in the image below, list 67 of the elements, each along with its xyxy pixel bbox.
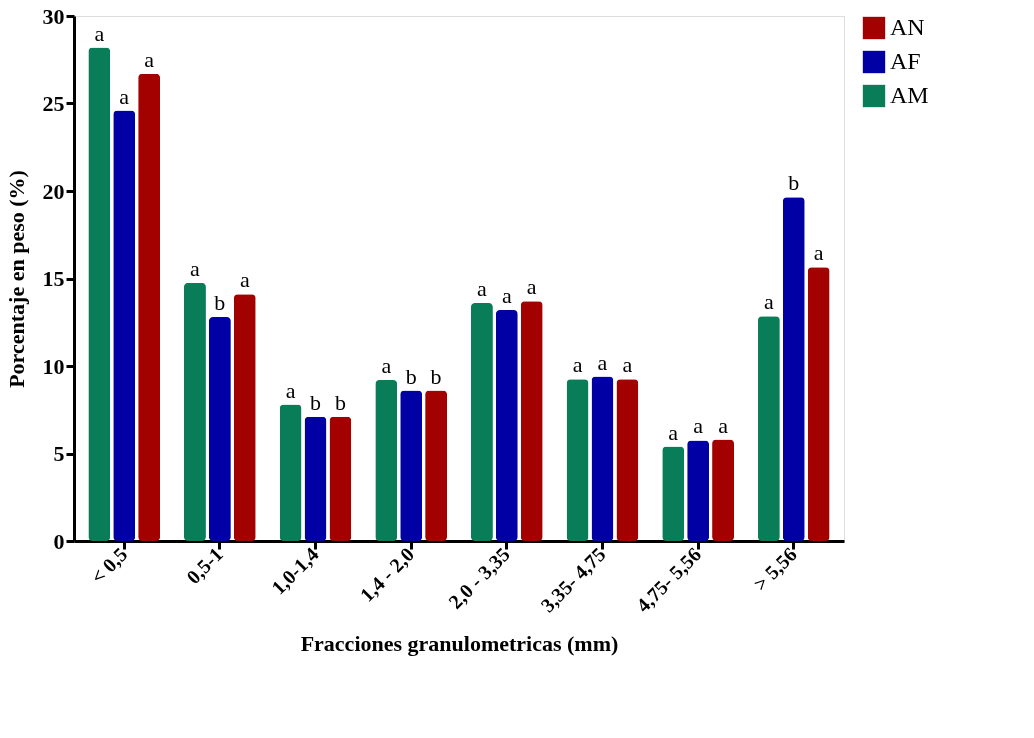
bar [400,390,423,541]
data-label: a [477,276,488,301]
y-tick-label: 20 [42,178,65,204]
x-tick-label: 1,4 - 2,0 [355,543,419,606]
bar [184,282,206,541]
data-label: b [214,290,226,315]
bar [375,380,398,541]
data-label: a [94,20,105,46]
bar [782,197,805,541]
bar [233,294,256,541]
y-tick-label: 30 [42,3,65,29]
x-axis-title: Fracciones granulometricas (mm) [300,631,619,657]
data-label: a [597,349,608,375]
x-tick-label: 4,75- 5,56 [631,543,706,617]
y-axis-title: Porcentaje en peso (%) [3,170,29,388]
x-tick-label: 3,35- 4,75 [536,543,610,617]
data-label: a [813,240,824,266]
y-tick-label: 5 [53,441,65,466]
data-label: a [526,274,537,300]
data-label: a [381,353,392,378]
data-label: a [622,352,633,378]
x-tick-label: > 5,56 [748,543,801,595]
bar [662,446,685,541]
data-label: b [405,363,417,389]
bar [329,416,352,541]
legend-label: AF [890,48,921,74]
data-label: b [334,389,346,415]
bar [520,301,543,541]
x-tick-label: 0,5-1 [181,543,227,589]
bar [616,379,639,541]
bar [712,439,734,541]
bar [88,47,111,541]
y-tick-label: 25 [42,91,65,116]
data-label: a [763,289,774,315]
data-label: a [572,352,583,378]
bar [591,376,614,541]
data-label: a [144,46,155,72]
data-label: a [119,83,130,109]
data-label: b [310,389,322,415]
bar [279,404,302,541]
data-label: a [668,419,679,445]
bar [304,416,327,541]
x-tick-label: 2,0 - 3,35 [444,543,514,613]
y-tick-label: 15 [42,266,65,291]
bar [138,73,161,541]
data-label: a [693,413,704,439]
bar [208,317,231,541]
bar [495,310,518,541]
data-label: a [285,377,296,403]
bar [566,379,589,541]
data-label: a [501,283,512,308]
data-label: a [718,412,729,438]
data-label: b [788,170,800,196]
data-label: a [239,267,250,293]
y-tick-label: 0 [53,528,65,554]
bar [757,316,780,541]
legend-label: AN [890,14,925,40]
x-tick-label: < 0,5 [86,543,132,588]
data-label: a [190,255,201,281]
bar [807,267,830,541]
bar [113,110,136,541]
y-tick-label: 10 [42,353,65,379]
data-label: b [430,363,442,389]
bar [687,440,710,541]
bar [470,303,493,541]
legend-label: AM [890,82,929,108]
bar [425,390,448,541]
